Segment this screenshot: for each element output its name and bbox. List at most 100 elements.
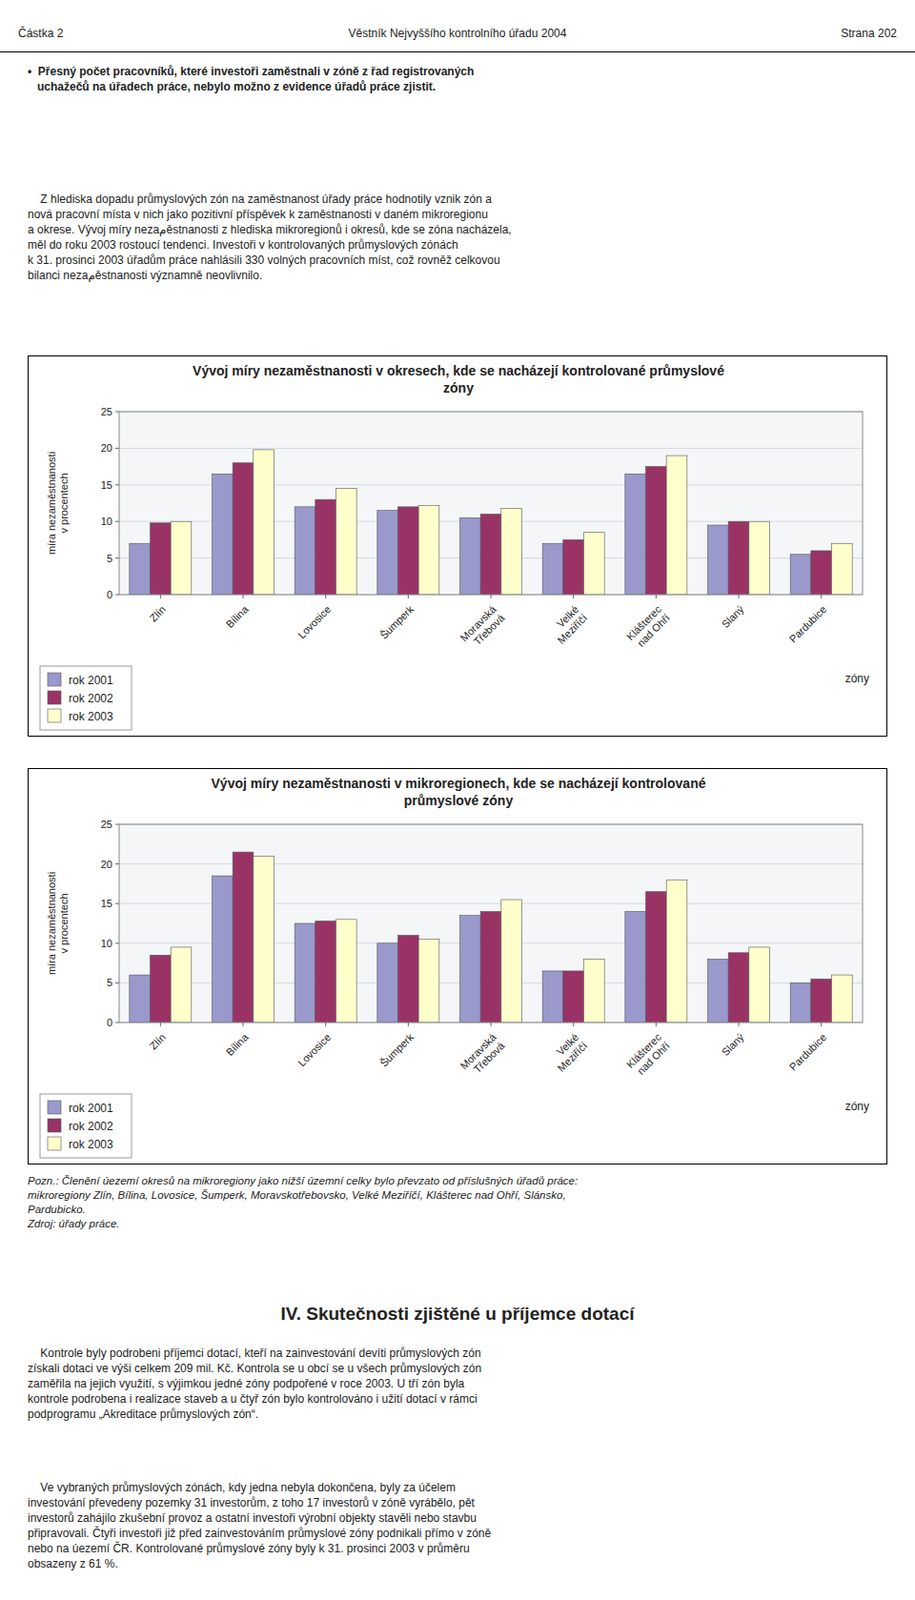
legend-entry: rok 2003 <box>68 710 114 724</box>
y-tick <box>115 942 120 944</box>
x-axis-label: zóny <box>845 1099 870 1114</box>
bars <box>129 449 853 595</box>
bar <box>418 505 440 595</box>
title-line: průmyslové zóny <box>404 793 514 809</box>
y-tick-label: 5 <box>106 552 113 565</box>
y-tick <box>115 557 120 559</box>
x-tick <box>490 1022 492 1027</box>
body-text: Ve vybraných průmyslových zónách, kdy je… <box>27 1480 491 1572</box>
legend-entry: rok 2002 <box>68 1119 114 1134</box>
bar <box>625 912 647 1023</box>
x-tick-label: Klášterecnad Ohří <box>624 1031 672 1079</box>
label-line: nad Ohří <box>634 1039 672 1078</box>
bar <box>542 543 564 595</box>
plot-area <box>119 824 863 1023</box>
bar <box>832 975 854 1023</box>
y-tick <box>115 824 120 826</box>
x-tick <box>325 594 326 599</box>
x-tick <box>407 594 409 599</box>
bar <box>377 510 399 595</box>
chart-frame: Vývoj míry nezaměstnanosti v okresech, k… <box>27 355 888 737</box>
x-tick-label: Šumperk <box>377 603 416 642</box>
x-tick-label: Šumperk <box>377 1031 416 1070</box>
x-tick-label: Klášterecnad Ohří <box>624 603 672 651</box>
y-tick-label: 25 <box>101 406 113 418</box>
chart: Vývoj míry nezaměstnanosti v mikroregion… <box>28 769 887 1164</box>
bar <box>542 971 564 1023</box>
bar <box>315 921 337 1023</box>
x-tick-label: Lovosice <box>295 603 333 641</box>
bar <box>708 958 730 1023</box>
legend-swatch <box>47 1100 61 1115</box>
label-line: míra nezaměstnanosti <box>45 451 58 555</box>
paragraph-text: Z hlediska dopadu průmyslových zón na za… <box>27 191 512 284</box>
y-tick-label: 20 <box>101 858 113 871</box>
x-tick-label: MoravskáTřebová <box>457 1031 508 1081</box>
bar <box>129 975 151 1023</box>
x-tick <box>490 594 492 599</box>
x-tick <box>820 594 822 599</box>
legend: rok 2001 rok 2002 rok 2003 <box>40 666 132 731</box>
y-tick <box>115 447 120 449</box>
legend-frame <box>40 1094 132 1159</box>
label-line: Lovosice <box>295 603 333 641</box>
x-tick <box>243 594 244 599</box>
section-title: IV. Skutečnosti zjištěné u příjemce dota… <box>27 1288 888 1341</box>
y-tick-label: 10 <box>101 515 113 528</box>
legend-swatch <box>47 691 61 705</box>
x-tick <box>572 1022 574 1027</box>
x-tick <box>407 1022 409 1027</box>
legend-swatch <box>47 672 61 687</box>
bar <box>150 523 172 595</box>
bar <box>480 912 502 1023</box>
bar <box>315 499 337 595</box>
label-line: Zlín <box>147 603 168 624</box>
header-right: Strana 202 <box>840 25 897 41</box>
legend-entry: rok 2002 <box>68 691 114 706</box>
x-tick <box>738 1022 740 1027</box>
title-line: Vývoj míry nezaměstnanosti v okresech, k… <box>192 363 725 379</box>
legend-entry: rok 2003 <box>68 1138 114 1152</box>
label-line: Slaný <box>719 603 747 631</box>
plot-area <box>119 411 863 595</box>
x-tick-label: VelkéMeziříčí <box>547 603 590 647</box>
bar <box>232 852 254 1023</box>
label-line: v procentech <box>58 894 70 955</box>
y-tick-label: 15 <box>101 479 113 491</box>
label-line: Třebová <box>471 1038 509 1076</box>
label-line: Meziříčí <box>555 611 590 647</box>
label-line: Lovosice <box>295 1031 333 1069</box>
legend-swatch <box>47 1137 61 1151</box>
bar <box>666 455 688 595</box>
x-tick-label: Bílina <box>223 603 252 631</box>
title-line: zóny <box>443 380 474 396</box>
bar <box>129 543 151 595</box>
chart-title: Vývoj míry nezaměstnanosti v mikroregion… <box>211 775 707 809</box>
bar <box>708 525 730 595</box>
bar <box>377 943 399 1023</box>
bar <box>749 947 771 1023</box>
bar <box>749 521 771 595</box>
legend-swatch <box>47 1118 61 1133</box>
bars <box>129 852 853 1023</box>
x-tick <box>243 1022 244 1027</box>
notes-text: Pozn.: Členění úezemí okresů na mikroreg… <box>27 1174 578 1232</box>
bar <box>584 958 606 1023</box>
bar <box>398 507 420 595</box>
label-line: Zlín <box>147 1031 168 1052</box>
legend-entry: rok 2001 <box>68 673 114 688</box>
y-tick <box>115 411 120 413</box>
label-line: Šumperk <box>377 1031 416 1070</box>
bar <box>501 508 523 595</box>
x-tick-label: VelkéMeziříčí <box>547 1031 590 1075</box>
bar <box>418 939 440 1023</box>
bar <box>584 532 606 595</box>
title-line: Vývoj míry nezaměstnanosti v mikroregion… <box>211 775 707 792</box>
x-axis-label: zóny <box>845 671 870 686</box>
label-line: Pardubice <box>787 1031 830 1074</box>
bar <box>790 982 812 1023</box>
label-line: v procentech <box>58 473 70 534</box>
y-tick <box>115 982 120 984</box>
y-tick <box>115 1022 120 1024</box>
bar <box>212 875 234 1023</box>
